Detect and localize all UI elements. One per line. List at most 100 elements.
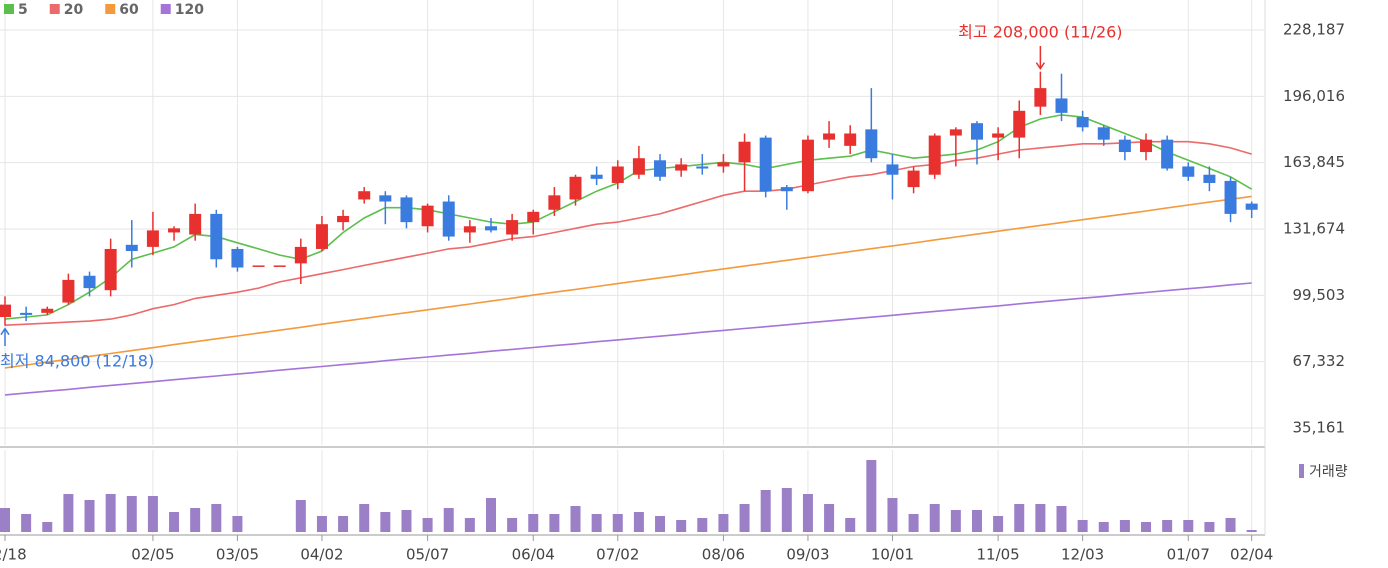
candle-body: [611, 166, 624, 183]
volume-bar: [887, 498, 898, 532]
volume-bar: [1098, 522, 1109, 532]
candle-body: [886, 164, 899, 175]
candle-body: [675, 164, 688, 171]
volume-bar: [739, 504, 750, 532]
volume-bar: [950, 510, 961, 532]
candle-body: [1203, 174, 1216, 183]
candle-body: [0, 304, 11, 317]
volume-bar: [591, 514, 602, 532]
candle-body: [632, 158, 645, 175]
candle-body: [337, 215, 350, 223]
candle-body: [1076, 116, 1089, 128]
candle-body: [738, 141, 751, 163]
legend-label: 120: [175, 2, 204, 18]
candle-body: [189, 213, 202, 235]
candle-body: [527, 211, 540, 223]
candle-body: [823, 133, 836, 140]
candle-body: [717, 162, 730, 167]
legend-label: 20: [64, 2, 84, 18]
volume-bar: [0, 508, 10, 532]
candle-body: [696, 166, 709, 169]
volume-bar: [760, 490, 771, 532]
volume-bar: [105, 494, 116, 532]
volume-bar: [1077, 520, 1088, 532]
volume-legend: 거래량: [1309, 464, 1348, 480]
y-tick-label: 196,016: [1283, 87, 1345, 105]
candle-body: [780, 187, 793, 192]
candle-body: [358, 191, 371, 200]
volume-bar: [295, 500, 306, 532]
volume-bar: [528, 514, 539, 532]
candle-body: [1013, 110, 1026, 138]
candle-body: [1224, 180, 1237, 214]
x-tick-label: 01/07: [1167, 546, 1210, 564]
volume-bar: [359, 504, 370, 532]
candle-body: [168, 228, 181, 233]
y-tick-label: 228,187: [1283, 20, 1345, 38]
volume-bar: [380, 512, 391, 532]
volume-bar: [42, 522, 53, 532]
x-tick-label: 05/07: [406, 546, 449, 564]
volume-bar: [824, 504, 835, 532]
x-tick-label: 04/02: [300, 546, 343, 564]
volume-bar: [971, 510, 982, 532]
volume-bar: [697, 518, 708, 532]
candle-body: [506, 220, 519, 235]
x-tick-label: 08/06: [702, 546, 745, 564]
candle-body: [654, 160, 667, 177]
candle-body: [1097, 127, 1110, 140]
volume-bar: [485, 498, 496, 532]
candle-body: [104, 248, 117, 291]
candle-body: [1245, 203, 1258, 210]
volume-bar: [570, 506, 581, 532]
volume-bar: [866, 460, 877, 532]
candle-body: [949, 129, 962, 136]
candle-body: [421, 205, 434, 227]
volume-bar: [1204, 522, 1215, 532]
legend-swatch: [160, 4, 171, 14]
volume-bar: [147, 496, 158, 532]
volume-bar: [63, 494, 74, 532]
candle-body: [400, 197, 413, 223]
y-tick-label: 131,674: [1283, 219, 1345, 237]
ma-line: [4, 195, 1252, 369]
candle-body: [210, 213, 223, 260]
ma-line: [4, 140, 1252, 326]
candle-body: [801, 139, 814, 192]
volume-bar: [1035, 504, 1046, 532]
volume-bar: [1183, 520, 1194, 532]
candle-body: [844, 133, 857, 146]
candle-body: [41, 308, 54, 313]
volume-bar: [908, 514, 919, 532]
volume-bar: [845, 518, 856, 532]
candle-body: [273, 265, 286, 267]
volume-bar: [633, 512, 644, 532]
volume-bar: [338, 516, 349, 532]
volume-bar: [190, 508, 201, 532]
legend-label: 5: [18, 2, 28, 18]
volume-bar: [549, 514, 560, 532]
candle-body: [231, 248, 244, 268]
low-arrow-head: [0, 327, 10, 336]
volume-bar: [802, 494, 813, 532]
volume-bar: [676, 520, 687, 532]
legend-swatch: [49, 4, 60, 14]
volume-bar: [1246, 530, 1257, 532]
candle-body: [146, 230, 159, 247]
volume-bar: [507, 518, 518, 532]
x-tick-label: 07/02: [596, 546, 639, 564]
low-annotation: 최저 84,800 (12/18): [0, 352, 154, 371]
legend-swatch: [4, 4, 14, 14]
y-tick-label: 67,332: [1293, 352, 1346, 370]
volume-bar: [126, 496, 137, 532]
candle-body: [1055, 98, 1068, 113]
candle-body: [1140, 139, 1153, 153]
volume-bar: [401, 510, 412, 532]
volume-bar: [464, 518, 475, 532]
x-tick-label: 06/04: [512, 546, 555, 564]
candle-body: [1118, 139, 1131, 153]
y-tick-label: 35,161: [1293, 418, 1346, 436]
legend-swatch: [105, 4, 116, 14]
